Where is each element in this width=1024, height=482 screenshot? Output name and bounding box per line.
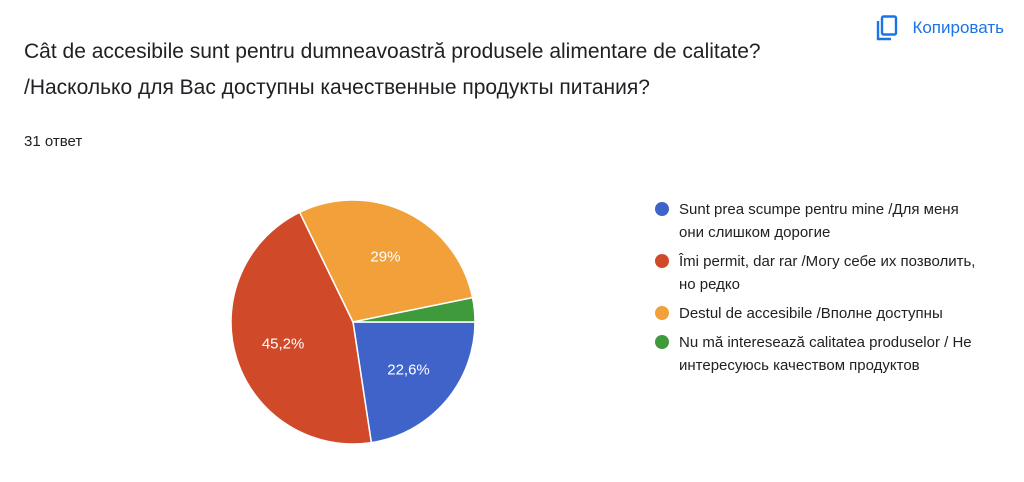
legend-item-4[interactable]: Nu mă interesează calitatea produselor /… (655, 331, 985, 377)
chart-legend: Sunt prea scumpe pentru mine /Для меня о… (655, 198, 985, 383)
pie-slice-2[interactable] (230, 211, 373, 445)
pie-slice-1[interactable] (352, 321, 476, 444)
legend-swatch (655, 306, 669, 320)
legend-swatch (655, 202, 669, 216)
copy-label: Копировать (912, 18, 1004, 37)
question-title-line1: Cât de accesibile sunt pentru dumneavoas… (24, 40, 761, 63)
pie-slice-label-2: 45,2% (262, 336, 305, 353)
response-count: 31 ответ (24, 133, 83, 150)
copy-button[interactable]: Копировать (876, 10, 1004, 46)
pie-slice-3[interactable] (298, 199, 474, 323)
legend-label: Nu mă interesează calitatea produselor /… (679, 334, 972, 374)
legend-label: Sunt prea scumpe pentru mine /Для меня о… (679, 201, 959, 241)
legend-label: Destul de accesibile /Вполне доступны (679, 305, 943, 322)
question-title-line2: /Насколько для Вас доступны качественные… (24, 76, 650, 99)
pie-slice-label-3: 29% (370, 248, 400, 265)
legend-swatch (655, 254, 669, 268)
legend-item-1[interactable]: Sunt prea scumpe pentru mine /Для меня о… (655, 198, 985, 244)
legend-item-2[interactable]: Îmi permit, dar rar /Могу себе их позвол… (655, 250, 985, 296)
legend-swatch (655, 335, 669, 349)
pie-slice-4[interactable] (352, 296, 476, 323)
legend-label: Îmi permit, dar rar /Могу себе их позвол… (679, 253, 976, 293)
pie-slice-label-1: 22,6% (387, 362, 430, 379)
copy-icon (876, 15, 898, 41)
question-title: Cât de accesibile sunt pentru dumneavoas… (24, 34, 824, 106)
legend-item-3[interactable]: Destul de accesibile /Вполне доступны (655, 302, 985, 325)
